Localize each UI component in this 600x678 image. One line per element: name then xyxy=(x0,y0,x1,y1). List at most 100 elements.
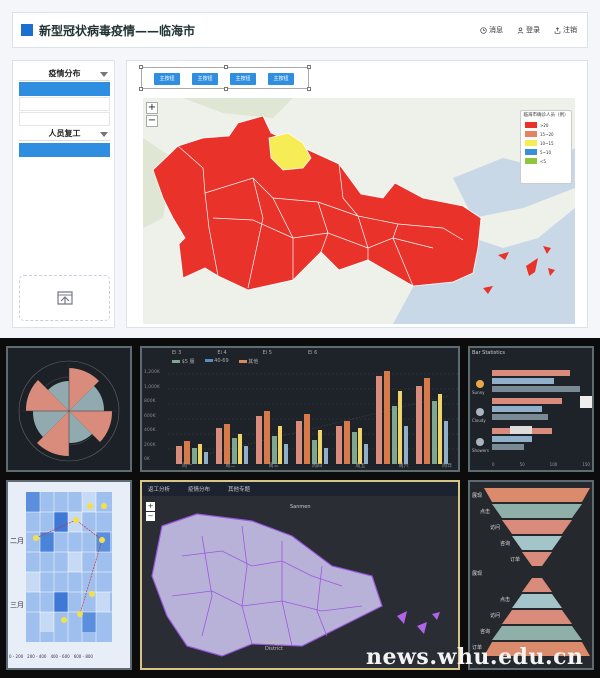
scale-label: 600 - 800 xyxy=(73,654,93,659)
legend-swatch xyxy=(525,158,537,164)
funnel-chart xyxy=(484,488,590,656)
map-legend: 临海市确诊人员（例） >20 15~20 10~15 5~10 <5 xyxy=(520,110,572,184)
main-panel: 主按钮 主按钮 主按钮 主按钮 + − 临海市确诊人员（例） >20 15~20… xyxy=(126,60,588,328)
primary-button-1[interactable]: 主按钮 xyxy=(154,73,180,85)
sidebar-item-selected[interactable] xyxy=(19,143,110,157)
resize-handle[interactable] xyxy=(139,87,143,91)
legend-label: 15~20 xyxy=(540,131,554,137)
funnel-label: 咨询 xyxy=(480,629,491,635)
primary-button-4[interactable]: 主按钮 xyxy=(268,73,294,85)
bar-top-label: Ei 5 xyxy=(262,350,272,356)
upload-icon xyxy=(56,291,73,305)
tab-other-topics[interactable]: 其他专题 xyxy=(228,487,251,493)
zoom-out-button[interactable]: − xyxy=(146,115,158,127)
bar-legend-item: 40-69 xyxy=(204,358,229,365)
dark-zoom-out-button[interactable]: − xyxy=(146,512,155,521)
funnel-label: 订单 xyxy=(472,645,483,651)
dark-district-map xyxy=(151,513,440,657)
legend-swatch xyxy=(525,149,537,155)
funnel-label: 展现 xyxy=(472,571,483,577)
menu-epidemic-distribution[interactable]: 疫情分布 xyxy=(19,67,110,81)
primary-button-2[interactable]: 主按钮 xyxy=(192,73,218,85)
bar-legend-item: $5 服 xyxy=(172,358,195,365)
sidebar-item-selected[interactable] xyxy=(19,82,110,96)
bar-top-label: Ei 3 xyxy=(172,350,182,356)
bar-top-labels: Ei 3 Ei 4 Ei 5 Ei 6 xyxy=(172,350,317,356)
choropleth-map[interactable]: + − 临海市确诊人员（例） >20 15~20 10~15 5~10 <5 xyxy=(143,98,575,324)
legend-item: 15~20 xyxy=(523,131,569,137)
tab-return-analysis[interactable]: 返工分析 xyxy=(148,487,171,493)
header-nav: 消息 登录 注销 xyxy=(480,25,577,35)
resize-handle[interactable] xyxy=(139,65,143,69)
zoom-in-button[interactable]: + xyxy=(146,102,158,114)
resize-handle[interactable] xyxy=(224,65,228,69)
resize-handle[interactable] xyxy=(224,87,228,91)
chevron-down-icon xyxy=(100,132,108,137)
y-tick: 200K xyxy=(144,442,156,448)
heatmap-label: 二月 xyxy=(10,537,24,545)
hbar-label: Cloudy xyxy=(472,418,486,423)
funnel-label: 点击 xyxy=(480,509,491,515)
bar-legend-label: 40-69 xyxy=(214,358,229,364)
tab-epidemic-distribution[interactable]: 疫情分布 xyxy=(188,487,211,493)
menu-return-to-work[interactable]: 人员复工 xyxy=(19,127,110,141)
nav-login-label: 登录 xyxy=(526,26,540,34)
map-place-label: Huangyan District xyxy=(261,640,287,652)
dark-zoom-in-button[interactable]: + xyxy=(146,502,155,511)
legend-swatch xyxy=(525,140,537,146)
y-tick: 0K xyxy=(144,457,150,462)
logo-square-icon xyxy=(21,24,33,36)
x-tick: 周一 xyxy=(182,463,193,469)
legend-item: 5~10 xyxy=(523,149,569,155)
resize-handle[interactable] xyxy=(307,87,311,91)
scale-label: 0 - 200 xyxy=(9,654,24,659)
watermark: news.whu.edu.cn xyxy=(366,644,584,670)
x-tick: 150 xyxy=(582,462,590,467)
sidebar-item[interactable] xyxy=(19,97,110,111)
legend-label: >20 xyxy=(540,122,549,128)
x-tick: 周二 xyxy=(225,463,236,469)
dark-dashboard: Ei 3 Ei 4 Ei 5 Ei 6 $5 服 40-69 其他 1,200K… xyxy=(0,338,600,678)
bar-top-label: Ei 6 xyxy=(307,350,318,356)
resize-handle[interactable] xyxy=(307,65,311,69)
legend-label: 5~10 xyxy=(540,149,551,155)
horizontal-bar-chart xyxy=(476,370,592,450)
legend-item: 10~15 xyxy=(523,140,569,146)
button-group-selection: 主按钮 主按钮 主按钮 主按钮 xyxy=(139,65,311,91)
scale-label: 400 - 600 xyxy=(50,654,70,659)
funnel-label: 展现 xyxy=(472,493,483,499)
nav-messages[interactable]: 消息 xyxy=(480,25,503,35)
hbar-label: Sunny xyxy=(472,390,485,395)
map-place-label: Sanmen xyxy=(290,504,311,510)
legend-swatch xyxy=(525,131,537,137)
logout-icon xyxy=(554,26,561,34)
heatmap-label: 三月 xyxy=(10,601,24,609)
legend-label: <5 xyxy=(540,158,546,164)
user-icon xyxy=(517,26,524,34)
scale-label: 200 - 400 xyxy=(27,654,47,659)
map-canvas xyxy=(143,98,575,324)
nav-logout[interactable]: 注销 xyxy=(554,25,577,35)
chevron-down-icon xyxy=(100,72,108,77)
legend-item: <5 xyxy=(523,158,569,164)
menu-epidemic-distribution-label: 疫情分布 xyxy=(48,69,81,78)
bar-legend-item: 其他 xyxy=(238,358,258,365)
bar-legend-label: $5 服 xyxy=(181,359,195,365)
x-tick: 周六 xyxy=(398,463,409,469)
x-tick: 100 xyxy=(549,462,558,467)
menu-return-to-work-label: 人员复工 xyxy=(48,129,81,138)
legend-label: 10~15 xyxy=(540,140,554,146)
x-tick: 0 xyxy=(492,462,495,467)
upload-area[interactable] xyxy=(19,275,110,321)
legend-swatch xyxy=(525,122,537,128)
funnel-label: 订单 xyxy=(510,557,521,563)
clock-icon xyxy=(480,26,487,34)
sidebar: 疫情分布 人员复工 xyxy=(12,60,115,328)
heatmap-panel: 二月 三月 0 - 200 200 - 400 400 - 600 600 - … xyxy=(6,480,132,670)
primary-button-3[interactable]: 主按钮 xyxy=(230,73,256,85)
nav-login[interactable]: 登录 xyxy=(517,25,540,35)
bar-x-axis: 周一 周二 周三 周四 周五 周六 周日 xyxy=(182,462,452,469)
sidebar-item[interactable] xyxy=(19,112,110,126)
bar-top-label: Ei 4 xyxy=(217,350,227,356)
dark-map-tabs: 返工分析 疫情分布 其他专题 xyxy=(142,482,458,496)
